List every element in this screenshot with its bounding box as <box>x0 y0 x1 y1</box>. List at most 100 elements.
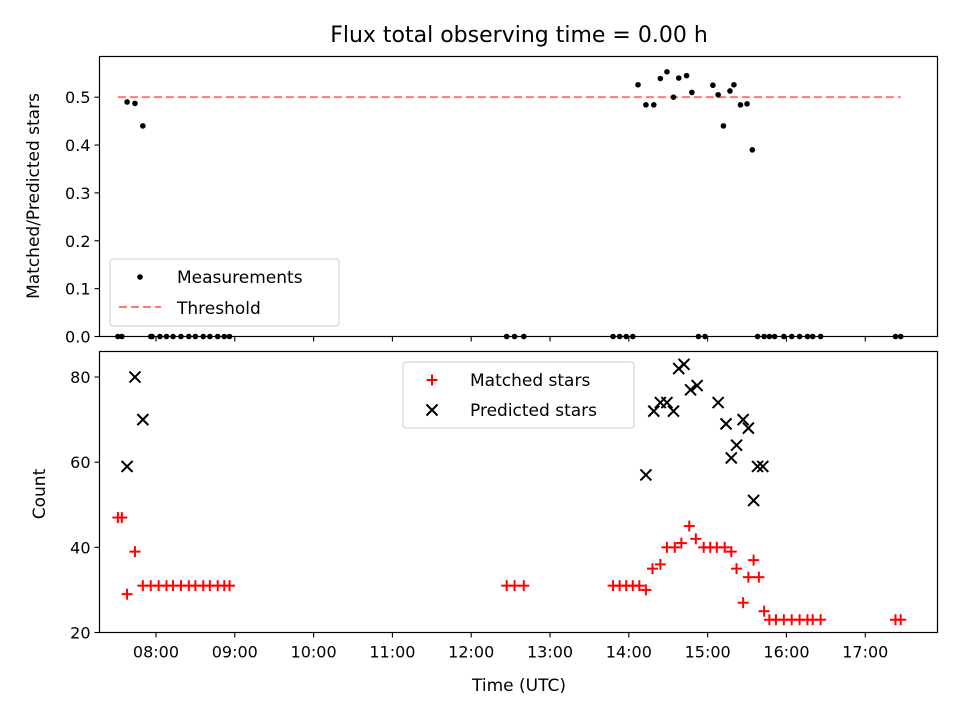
matched-star-point <box>748 554 760 566</box>
predicted-star-point-b <box>742 421 755 435</box>
predicted-star-point <box>647 404 660 418</box>
predicted-star-point <box>756 460 770 473</box>
matched-star-point <box>719 541 731 553</box>
predicted-star-point <box>751 460 764 473</box>
matched-star-point <box>518 580 530 592</box>
predicted-star-point <box>639 468 653 482</box>
predicted-star-point <box>677 358 691 371</box>
predicted-star-point-b <box>647 404 660 418</box>
top-panel-ticks: 0.0 0.1 0.2 0.3 0.4 0.5 <box>65 88 866 347</box>
predicted-star-point-b <box>128 370 142 384</box>
predicted-star-point-b <box>677 358 691 371</box>
measurement-point <box>731 81 737 88</box>
y-tick-label: 60 <box>70 453 90 472</box>
bottom-panel-ticks: 08:00 09:00 10:00 11:00 12:00 13:00 14:00 15:00… <box>70 368 888 661</box>
legend-predicted-marker <box>425 403 439 417</box>
legend-threshold-label: Threshold <box>176 299 261 319</box>
legend-box <box>109 258 340 327</box>
top-panel-y-axis-label: Matched/Predicted stars <box>24 93 44 299</box>
legend-matched-label: Matched stars <box>470 371 590 391</box>
y-tick-label: 20 <box>70 624 90 643</box>
measurement-point <box>657 75 664 82</box>
matched-star-point <box>509 580 521 592</box>
legend-measurements-marker <box>137 274 143 280</box>
measurement-point <box>635 81 641 88</box>
measurement-point <box>124 99 130 105</box>
y-tick-label: 0.3 <box>65 184 90 203</box>
predicted-star-point-b <box>667 404 680 418</box>
matched-star-point <box>742 571 754 583</box>
measurement-point <box>664 69 670 75</box>
bottom-panel-legend: Matched stars Predicted stars <box>402 361 635 429</box>
predicted-star-point-b <box>684 383 697 397</box>
x-tick-label: 08:00 <box>133 643 179 662</box>
predicted-star-point-b <box>690 379 704 392</box>
measurement-point <box>720 123 727 129</box>
legend-box <box>402 361 635 429</box>
matched-star-point <box>129 546 141 558</box>
predicted-star-point <box>742 421 755 435</box>
matched-star-point <box>737 597 749 609</box>
x-tick-label: 12:00 <box>448 643 494 662</box>
x-tick-label: 17:00 <box>842 643 888 662</box>
top-panel-frame <box>98 55 939 338</box>
predicted-star-point-b <box>736 413 750 426</box>
measurement-point <box>689 89 695 96</box>
predicted-star-point <box>660 396 674 409</box>
predicted-star-point <box>667 404 680 418</box>
matched-star-point <box>669 541 681 553</box>
predicted-star-point <box>730 438 743 452</box>
legend-measurements-label: Measurements <box>177 268 303 288</box>
y-tick-label: 0.2 <box>65 232 90 251</box>
matched-star-point <box>640 584 652 596</box>
legend-predicted-marker-b <box>425 403 439 417</box>
predicted-star-point-b <box>639 468 653 482</box>
predicted-star-point-b <box>660 396 674 409</box>
predicted-star-point <box>128 370 142 384</box>
x-tick-label: 16:00 <box>763 643 809 662</box>
matched-star-point <box>725 546 737 558</box>
matched-star-point <box>731 563 743 575</box>
measurement-point <box>710 82 716 89</box>
matched-star-point <box>224 580 236 592</box>
predicted-star-point-b <box>751 460 764 473</box>
y-tick-label: 80 <box>70 368 90 387</box>
measurement-point <box>675 75 682 81</box>
predicted-star-point-b <box>136 413 150 426</box>
x-tick-label: 09:00 <box>212 643 258 662</box>
predicted-star-point-b <box>711 396 725 409</box>
predicted-star-point-b <box>719 417 733 431</box>
measurement-point <box>737 102 744 108</box>
x-tick-label: 15:00 <box>685 643 731 662</box>
measurement-point <box>140 123 146 129</box>
bottom-panel: 08:00 09:00 10:00 11:00 12:00 13:00 14:00 15:00… <box>30 350 939 696</box>
top-panel-legend: Measurements Threshold <box>109 258 340 327</box>
bottom-panel-marks <box>112 358 907 626</box>
predicted-star-point-b <box>120 460 134 473</box>
predicted-star-point <box>711 396 725 409</box>
predicted-star-point-b <box>747 494 760 507</box>
y-tick-label: 40 <box>70 538 90 557</box>
matched-star-point <box>690 533 702 545</box>
legend-predicted-label: Predicted stars <box>470 401 597 421</box>
x-tick-label: 14:00 <box>606 643 652 662</box>
measurement-point <box>670 94 677 100</box>
measurement-point <box>744 101 750 107</box>
bottom-panel-frame <box>98 350 939 634</box>
x-tick-label: 11:00 <box>369 643 415 662</box>
measurement-point <box>715 91 721 98</box>
predicted-star-point-b <box>730 438 743 452</box>
x-tick-label: 13:00 <box>527 643 573 662</box>
predicted-star-point <box>136 413 150 426</box>
chart-title: Flux total observing time = 0.00 h <box>330 23 708 48</box>
predicted-star-point <box>736 413 750 426</box>
matched-star-point <box>815 614 827 626</box>
predicted-star-point <box>719 417 733 431</box>
x-tick-label: 10:00 <box>291 643 337 662</box>
matched-star-point <box>895 614 907 626</box>
predicted-star-point <box>690 379 704 392</box>
bottom-panel-y-axis-label: Count <box>30 468 50 519</box>
matched-star-point <box>654 558 666 570</box>
